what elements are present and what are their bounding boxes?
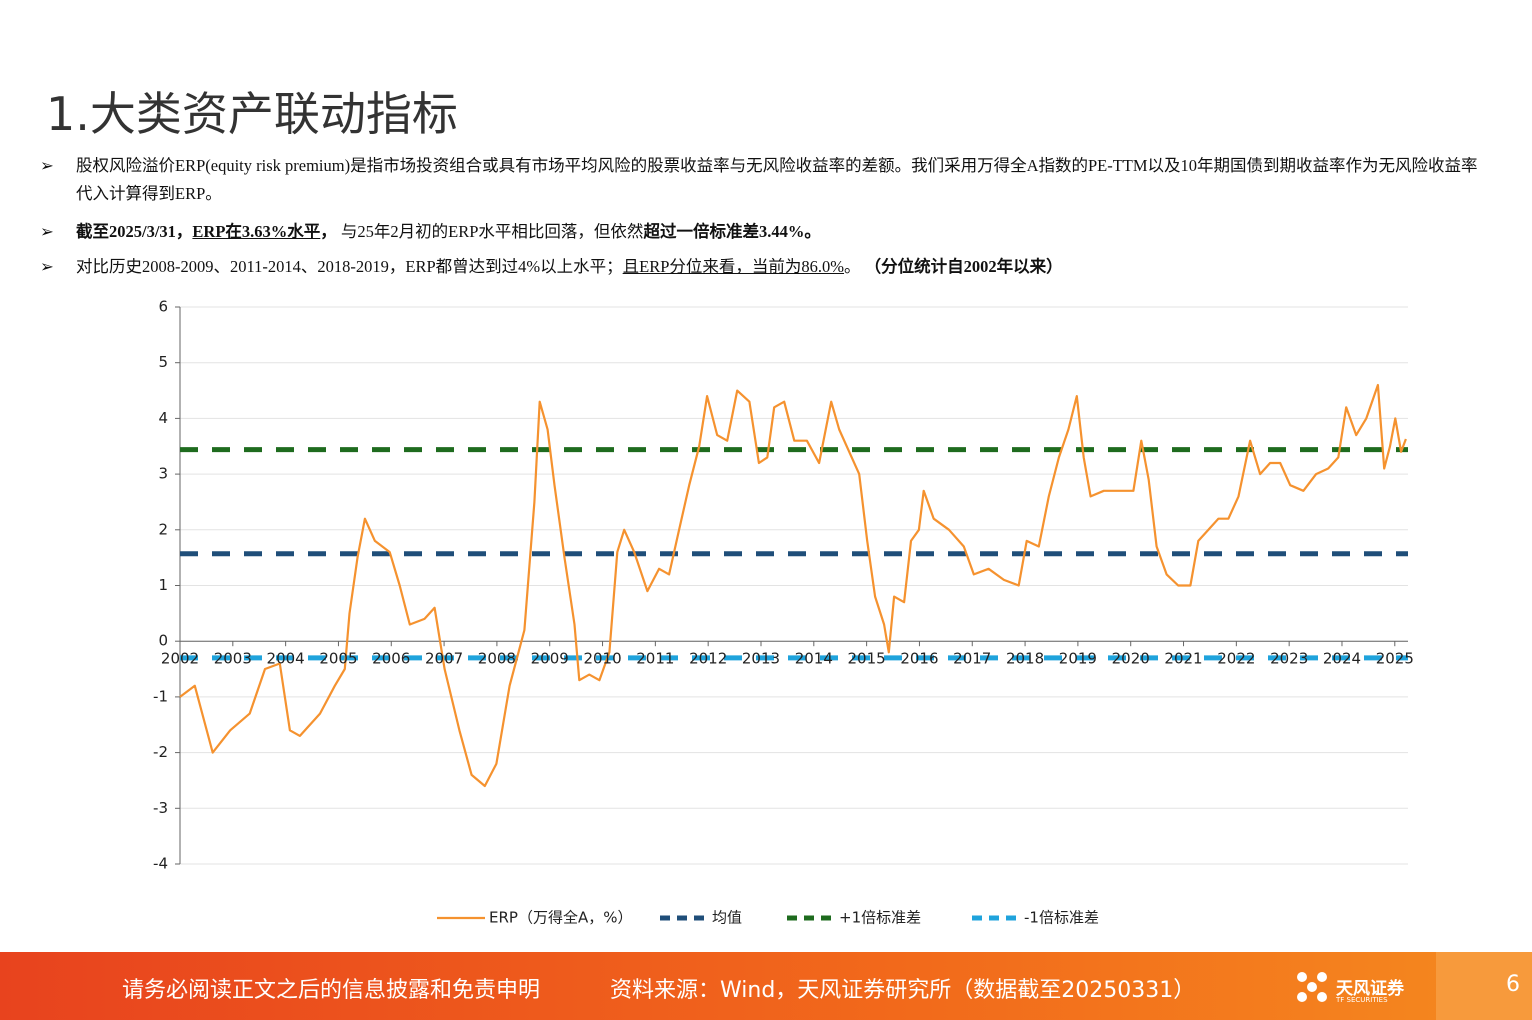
x-tick-label: 2006 bbox=[372, 650, 410, 668]
bullet: ➢ 截至2025/3/31，ERP在3.63%水平， 与25年2月初的ERP水平相… bbox=[40, 222, 821, 241]
bullet-text: 超过一倍标准差3.44%。 bbox=[643, 222, 821, 241]
y-tick-label: 1 bbox=[158, 576, 168, 594]
bullet-text: ERP在3.63%水平 bbox=[192, 222, 321, 241]
bullet-text: 与25年2月初的ERP水平相比回落，但依然 bbox=[340, 222, 644, 241]
x-tick-label: 2022 bbox=[1217, 650, 1255, 668]
x-tick-label: 2005 bbox=[319, 650, 357, 668]
page-number: 6 bbox=[1506, 972, 1520, 997]
legend-label: ERP（万得全A，%） bbox=[489, 909, 632, 927]
logo-text: 天风证券 bbox=[1336, 979, 1404, 999]
x-tick-label: 2004 bbox=[267, 650, 305, 668]
y-tick-label: 2 bbox=[158, 520, 168, 538]
bullet: ➢ 对比历史2008-2009、2011-2014、2018-2019，ERP都曾… bbox=[40, 257, 1063, 276]
bullet-text: 对比历史2008-2009、2011-2014、2018-2019，ERP都曾达… bbox=[76, 257, 623, 276]
x-tick-label: 2020 bbox=[1112, 650, 1150, 668]
page-box: 6 bbox=[1436, 952, 1532, 1020]
y-tick-label: 0 bbox=[158, 632, 168, 650]
y-tick-label: 4 bbox=[158, 409, 168, 427]
x-tick-label: 2023 bbox=[1270, 650, 1308, 668]
x-tick-label: 2009 bbox=[531, 650, 569, 668]
y-tick-label: -1 bbox=[153, 687, 168, 705]
slide-title: 1.大类资产联动指标 bbox=[46, 87, 458, 141]
x-tick-label: 2019 bbox=[1059, 650, 1097, 668]
x-tick-label: 2018 bbox=[1006, 650, 1044, 668]
x-tick-label: 2003 bbox=[214, 650, 252, 668]
logo-sub: TF SECURITIES bbox=[1336, 996, 1388, 1004]
source: 资料来源：Wind，天风证券研究所（数据截至20250331） bbox=[610, 978, 1196, 1003]
bullet-text: ， bbox=[320, 222, 341, 241]
bullet: ➢ 股权风险溢价ERP(equity risk premium)是指市场投资组合或… bbox=[40, 156, 1478, 203]
x-tick-label: 2007 bbox=[425, 650, 463, 668]
x-tick-label: 2008 bbox=[478, 650, 516, 668]
x-tick-label: 2013 bbox=[742, 650, 780, 668]
legend-label: +1倍标准差 bbox=[839, 909, 921, 927]
x-tick-label: 2012 bbox=[689, 650, 727, 668]
logo-icon bbox=[1297, 972, 1327, 1002]
y-tick-label: -2 bbox=[153, 743, 168, 761]
bullet-text: （分位统计自2002年以来） bbox=[864, 257, 1063, 276]
y-tick-label: -3 bbox=[153, 799, 168, 817]
legend-label: -1倍标准差 bbox=[1024, 909, 1099, 927]
y-tick-label: 3 bbox=[158, 465, 168, 483]
bullet-text: 股权风险溢价ERP(equity risk premium)是指市场投资组合或具… bbox=[76, 156, 1478, 203]
x-tick-label: 2011 bbox=[636, 650, 674, 668]
y-tick-label: -4 bbox=[153, 855, 168, 873]
x-tick-label: 2021 bbox=[1164, 650, 1202, 668]
x-tick-label: 2010 bbox=[583, 650, 621, 668]
y-tick-label: 6 bbox=[158, 298, 168, 316]
bullet-text: 截至2025/3/31， bbox=[76, 222, 193, 241]
data-line bbox=[179, 383, 1407, 788]
x-tick-label: 2014 bbox=[795, 650, 833, 668]
disclaimer: 请务必阅读正文之后的信息披露和免责申明 bbox=[122, 978, 541, 1003]
x-tick-label: 2025 bbox=[1376, 650, 1414, 668]
x-tick-label: 2002 bbox=[161, 650, 199, 668]
x-tick-label: 2017 bbox=[953, 650, 991, 668]
bullet-text: 。 bbox=[844, 257, 865, 276]
legend-label: 均值 bbox=[712, 909, 742, 927]
x-tick-label: 2024 bbox=[1323, 650, 1361, 668]
chart: -4 -3 -2 -1 0 1 2 3 4 5 6 2002 2003 2004 2005 2006 2007 2… bbox=[153, 298, 1414, 927]
y-tick-label: 5 bbox=[158, 353, 168, 371]
x-tick-label: 2016 bbox=[900, 650, 938, 668]
x-tick-label: 2015 bbox=[848, 650, 886, 668]
footer: 请务必阅读正文之后的信息披露和免责申明 资料来源：Wind，天风证券研究所（数据… bbox=[0, 952, 1532, 1020]
bullet-text: 且ERP分位来看，当前为86.0% bbox=[622, 257, 845, 276]
